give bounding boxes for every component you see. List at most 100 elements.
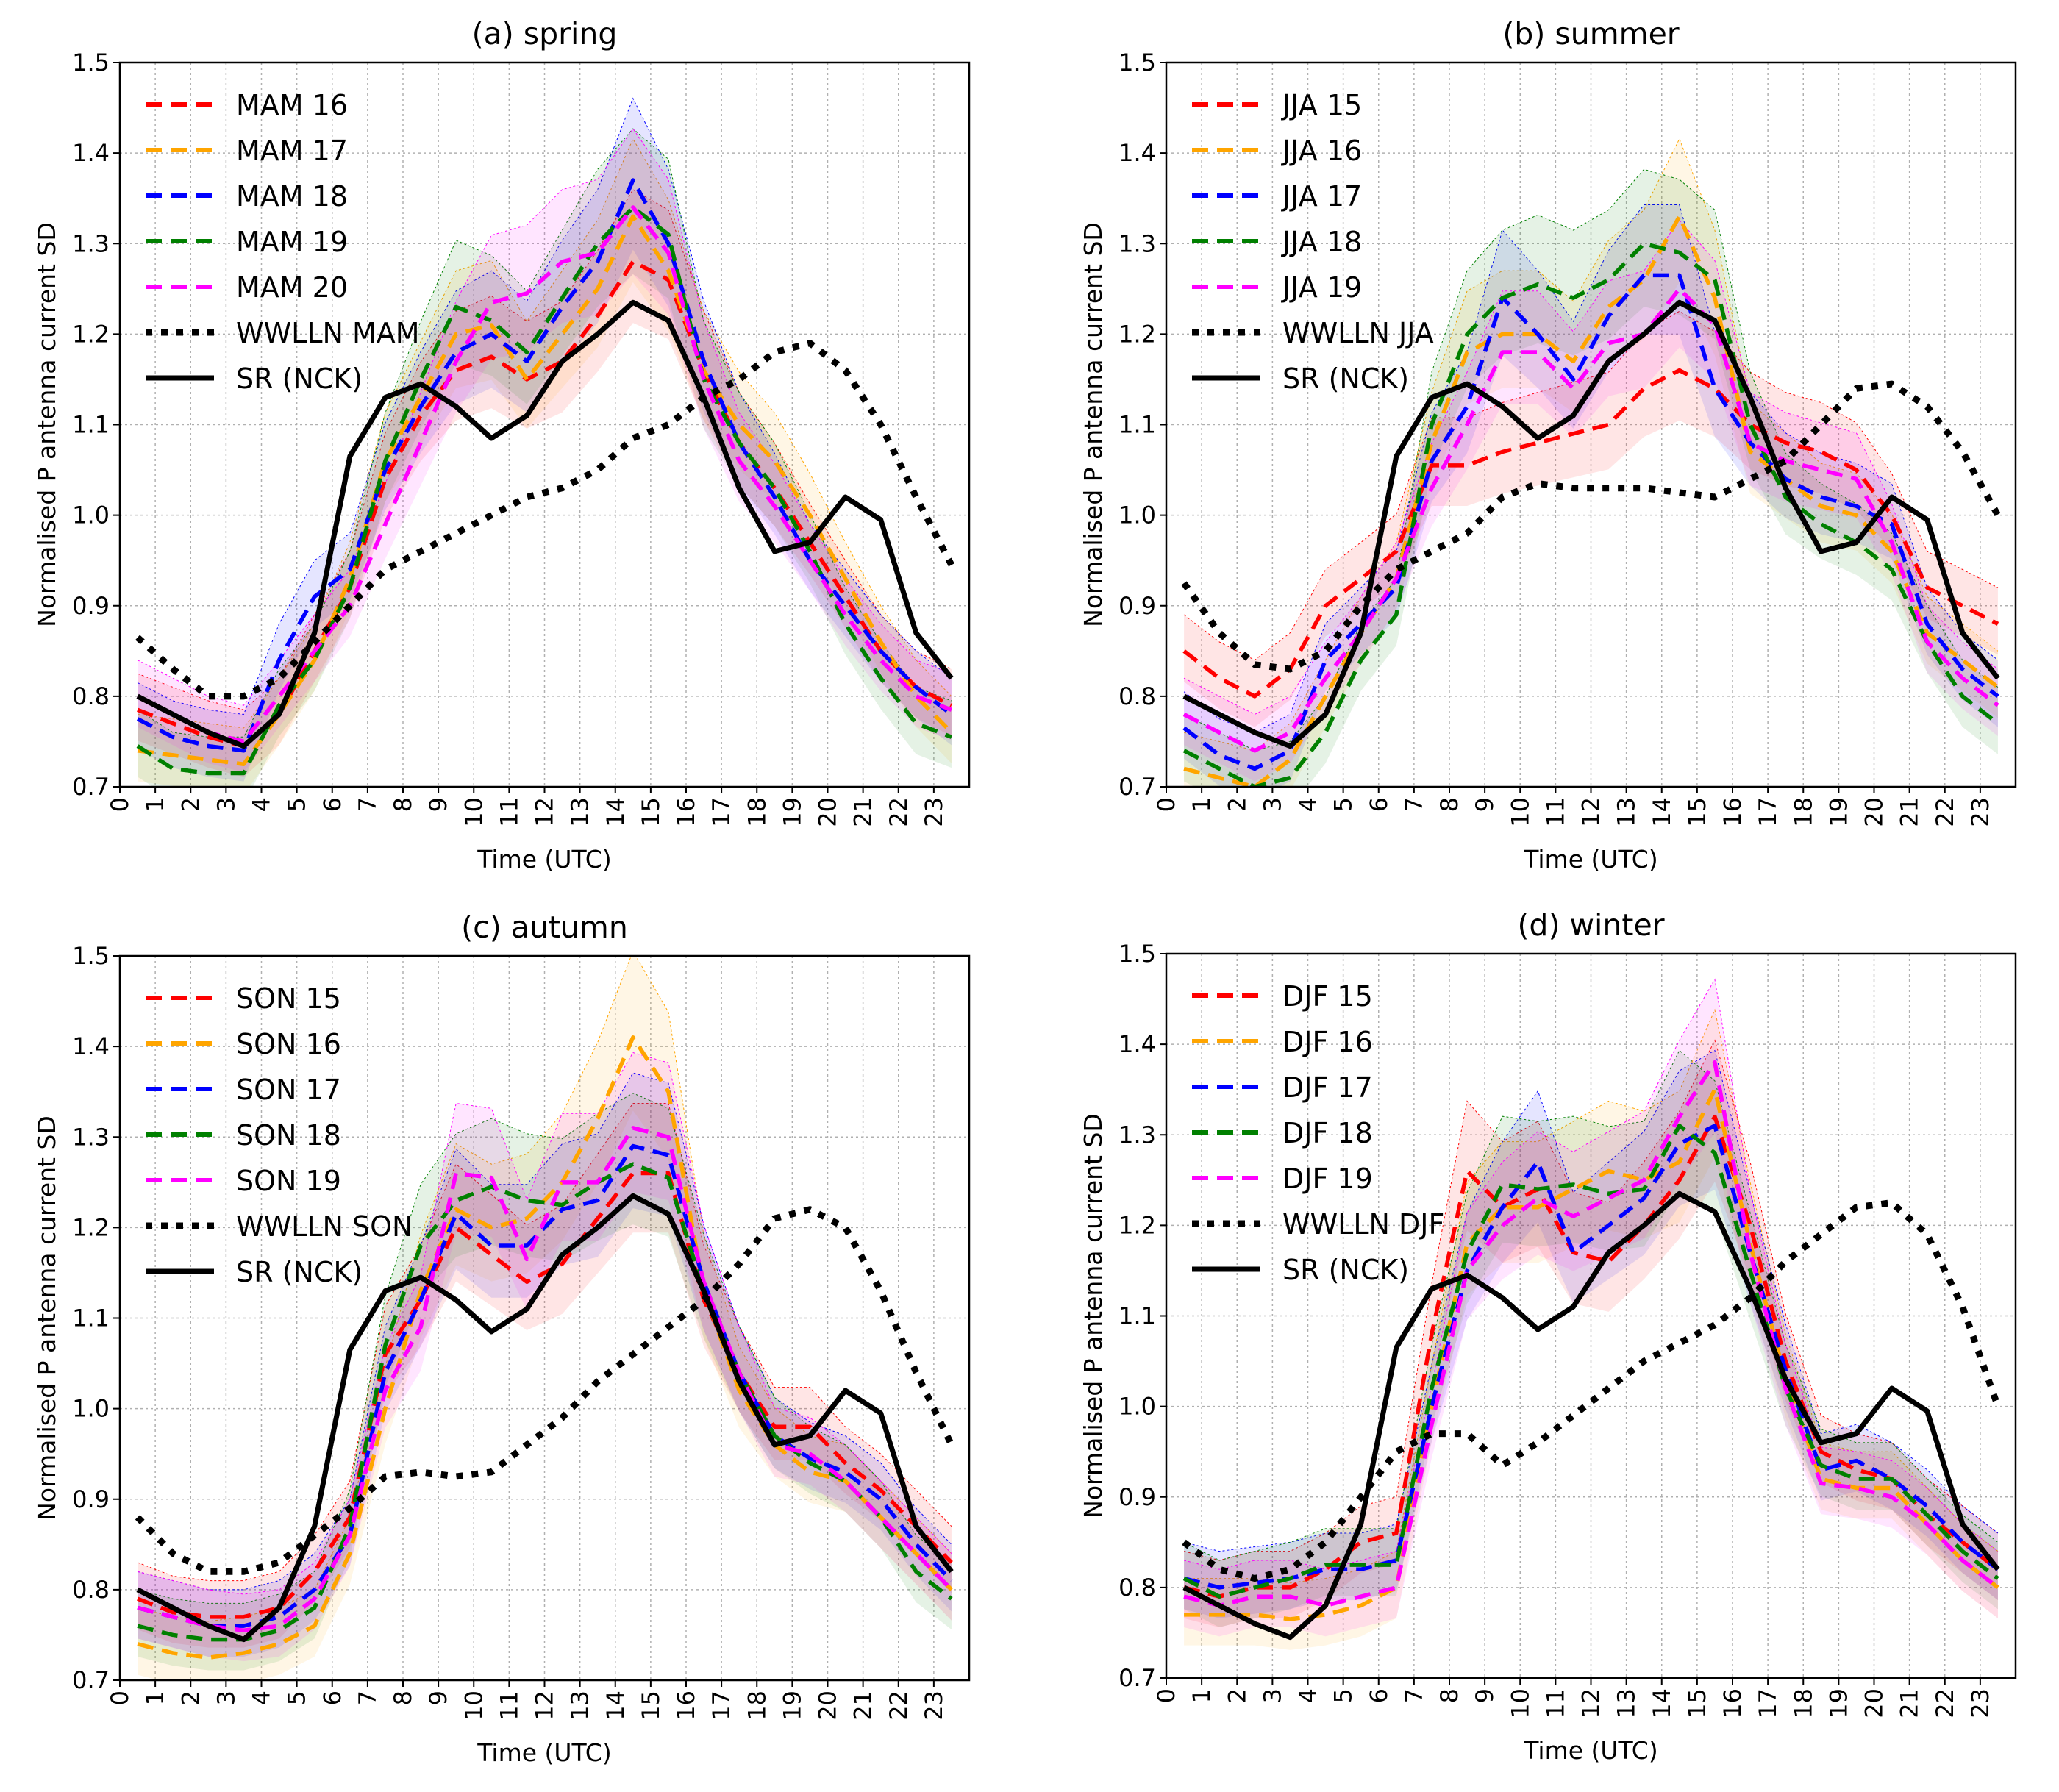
x-tick-label: 12 — [1577, 1688, 1605, 1718]
x-tick-label: 10 — [1506, 1688, 1534, 1718]
series-line-sr-nck — [1182, 1190, 2000, 1641]
legend-label: JJA 15 — [1281, 89, 1362, 121]
x-tick-label: 18 — [1789, 797, 1817, 827]
x-tick-label: 12 — [531, 797, 559, 827]
x-axis-label: Time (UTC) — [1523, 1736, 1657, 1765]
x-tick-label: 9 — [1471, 1688, 1499, 1703]
x-tick-label: 6 — [318, 1691, 346, 1705]
x-tick-label: 22 — [885, 797, 913, 827]
x-tick-label: 13 — [1613, 797, 1641, 827]
x-tick-label: 21 — [849, 797, 877, 827]
legend-label: SON 19 — [236, 1165, 341, 1197]
legend-label: WWLLN MAM — [236, 317, 420, 349]
x-tick-label: 13 — [566, 797, 594, 827]
y-tick-label: 1.0 — [1118, 1393, 1156, 1421]
x-tick-label: 1 — [141, 1691, 169, 1705]
legend-label: SR (NCK) — [1282, 363, 1409, 395]
x-tick-label: 16 — [672, 1691, 700, 1721]
x-axis-label: Time (UTC) — [1523, 845, 1657, 874]
x-tick-label: 3 — [1258, 797, 1286, 812]
band-djf-18 — [1184, 1050, 1998, 1628]
y-tick-label: 0.7 — [1118, 1664, 1156, 1692]
y-axis-label: Normalised P antenna current SD — [1079, 1113, 1107, 1518]
band-edge-upper — [137, 1052, 952, 1595]
x-tick-label: 4 — [248, 1691, 276, 1705]
series-line-jja-15 — [1182, 368, 1999, 699]
series-line-sr-nck — [1182, 299, 2000, 749]
x-tick-label: 1 — [1188, 797, 1216, 812]
x-tick-label: 7 — [354, 797, 382, 812]
legend-label: DJF 17 — [1282, 1071, 1373, 1104]
legend-label: SON 16 — [236, 1028, 341, 1060]
x-tick-label: 17 — [1754, 1688, 1782, 1718]
x-tick-label: 11 — [1541, 797, 1569, 827]
x-tick-label: 5 — [1330, 1688, 1357, 1703]
x-tick-label: 4 — [248, 797, 276, 812]
legend: MAM 16 MAM 17 MAM 18 MAM 19 MAM 20 WWLLN MAM S… — [146, 89, 420, 395]
x-tick-label: 16 — [672, 797, 700, 827]
band-jja-18 — [1184, 169, 1998, 787]
series-line-wwlln-mam — [135, 340, 954, 700]
legend-label: MAM 17 — [236, 135, 348, 167]
y-tick-label: 1.3 — [1118, 1121, 1156, 1149]
x-tick-label: 0 — [106, 797, 134, 812]
x-tick-label: 19 — [1824, 797, 1852, 827]
x-tick-label: 5 — [283, 1691, 311, 1705]
y-tick-label: 0.7 — [72, 773, 110, 801]
panel-spring: 0.70.80.91.01.11.21.31.41.50 1 2 3 4 5 6 7 8 9 10 1… — [32, 16, 971, 874]
y-tick-label: 0.8 — [72, 682, 110, 710]
band-edge-upper — [1183, 978, 1999, 1570]
legend-label: SON 18 — [236, 1119, 341, 1152]
series-line-mam-18 — [136, 178, 953, 753]
legend-label: SON 17 — [236, 1074, 341, 1106]
x-tick-label: 15 — [637, 797, 665, 827]
panel-winter: 0.70.80.91.01.11.21.31.41.50 1 2 3 4 5 6 7 8 9 10 1… — [1079, 907, 2017, 1765]
band-mam-20 — [138, 129, 952, 773]
x-tick-label: 2 — [1223, 797, 1251, 812]
y-axis-label: Normalised P antenna current SD — [32, 1115, 61, 1521]
y-tick-label: 1.1 — [72, 411, 110, 439]
x-tick-label: 3 — [212, 1691, 240, 1705]
legend-label: MAM 20 — [236, 271, 348, 304]
series-line-son-15 — [137, 1171, 953, 1619]
panel-summer: 0.70.80.91.01.11.21.31.41.50 1 2 3 4 5 6 7 8 9 10 1… — [1079, 16, 2017, 874]
band-mam-19 — [138, 129, 952, 787]
x-tick-label: 11 — [495, 797, 523, 827]
x-tick-label: 14 — [1648, 797, 1676, 827]
x-tick-label: 14 — [1648, 1688, 1676, 1718]
x-tick-label: 15 — [637, 1691, 665, 1721]
y-axis-label: Normalised P antenna current SD — [32, 222, 61, 627]
series-line-son-16 — [137, 1035, 953, 1660]
x-tick-label: 10 — [460, 1691, 488, 1721]
x-tick-label: 0 — [106, 1691, 134, 1705]
x-tick-label: 20 — [814, 1691, 842, 1721]
panel-autumn: 0.70.80.91.01.11.21.31.41.50 1 2 3 4 5 6 7 8 9 10 1… — [32, 910, 971, 1767]
band-djf-17 — [1184, 1050, 1998, 1618]
x-tick-label: 15 — [1683, 797, 1711, 827]
y-tick-label: 0.8 — [1118, 682, 1156, 710]
y-tick-label: 1.0 — [72, 501, 110, 529]
x-tick-label: 13 — [1613, 1688, 1641, 1718]
x-tick-label: 7 — [1400, 1688, 1428, 1703]
series-line-sr-nck — [136, 299, 954, 749]
x-tick-label: 18 — [1789, 1688, 1817, 1718]
chart-title-autumn: (c) autumn — [461, 910, 628, 945]
legend: SON 15 SON 16 SON 17 SON 18 SON 19 WWLLN SON S… — [146, 982, 413, 1288]
series-line-djf-15 — [1183, 1114, 1999, 1599]
series-line-sr-nck — [136, 1193, 954, 1643]
y-tick-label: 0.9 — [1118, 592, 1156, 620]
band-edge-upper — [1183, 1039, 1999, 1561]
x-tick-label: 10 — [1506, 797, 1534, 827]
x-tick-label: 15 — [1683, 1688, 1711, 1718]
grid — [119, 62, 969, 788]
legend: DJF 15 DJF 16 DJF 17 DJF 18 DJF 19 WWLLN DJF S… — [1192, 980, 1444, 1286]
legend: JJA 15 JJA 16 JJA 17 JJA 18 JJA 19 WWLLN JJA S… — [1192, 89, 1434, 395]
legend-label: SON 15 — [236, 982, 341, 1015]
y-tick-label: 0.8 — [1118, 1574, 1156, 1602]
x-tick-label: 23 — [920, 797, 948, 827]
x-tick-label: 1 — [141, 797, 169, 812]
y-tick-label: 1.1 — [1118, 411, 1156, 439]
x-tick-label: 8 — [1435, 1688, 1463, 1703]
legend-label: DJF 19 — [1282, 1163, 1373, 1195]
